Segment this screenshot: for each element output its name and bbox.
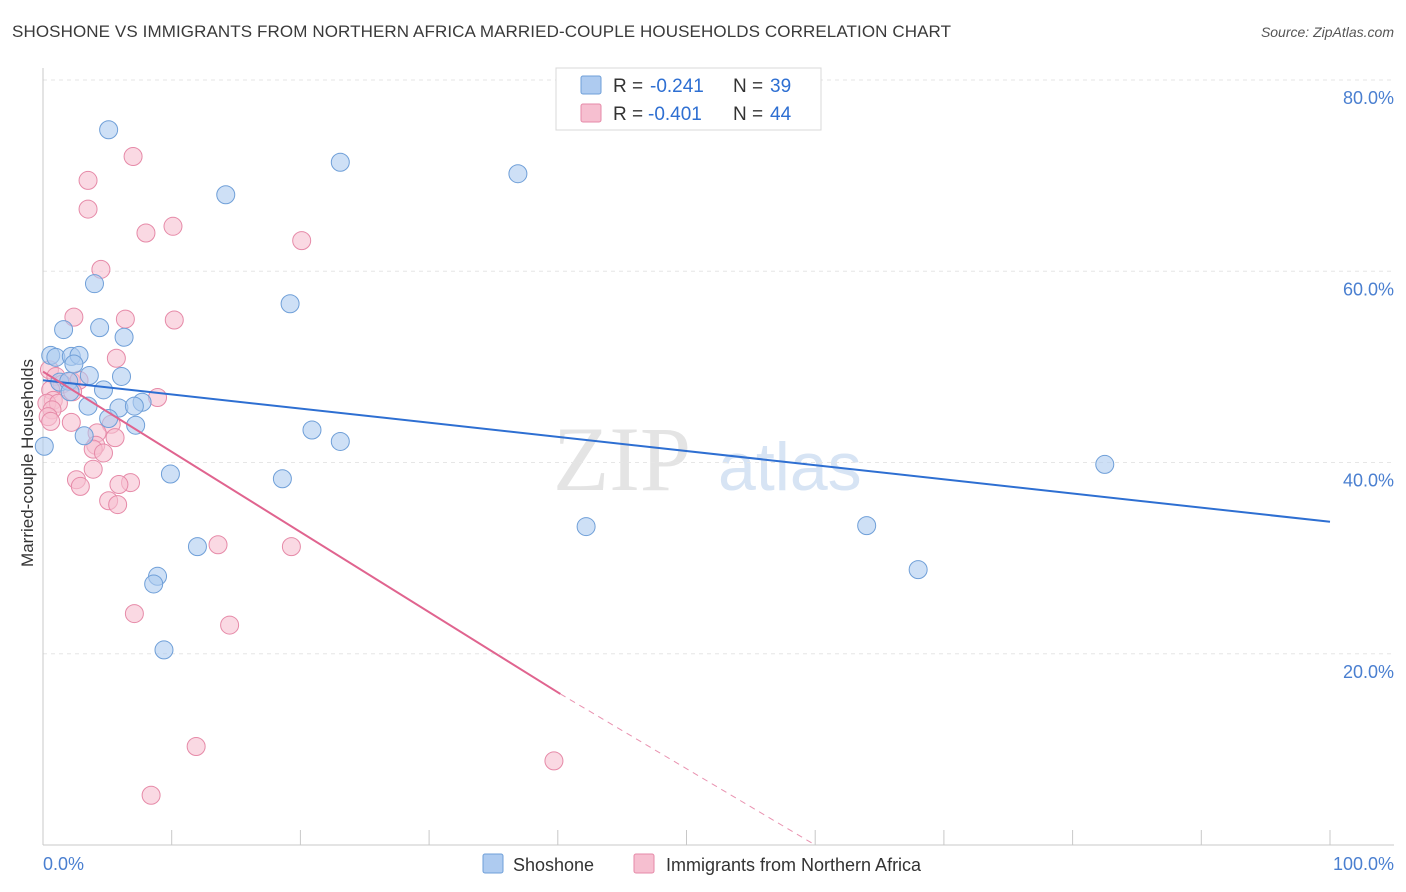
legend-swatch-shoshone — [580, 75, 602, 95]
y-tick-labels: 20.0% 40.0% 60.0% 80.0% — [1343, 88, 1394, 682]
legend-n-label-immigrants: N = — [733, 104, 763, 125]
y-tick-label: 80.0% — [1343, 88, 1394, 108]
y-tick-label: 20.0% — [1343, 662, 1394, 682]
legend-n-value-immigrants: 44 — [770, 104, 792, 125]
data-point-shoshone — [280, 294, 300, 314]
data-point-shoshone — [54, 320, 74, 340]
data-point-immigrants — [108, 495, 128, 515]
data-point-shoshone — [330, 152, 350, 172]
data-point-shoshone — [160, 464, 180, 484]
data-point-shoshone — [187, 537, 207, 557]
data-point-immigrants — [123, 147, 143, 166]
data-point-immigrants — [208, 535, 228, 555]
bottom-legend-swatch-immigrants — [633, 853, 655, 874]
data-point-shoshone — [508, 164, 528, 184]
data-point-immigrants — [83, 459, 103, 479]
data-point-shoshone — [84, 274, 104, 294]
series-shoshone-points — [34, 120, 1115, 660]
trend-line-shoshone — [42, 379, 1331, 523]
data-point-immigrants — [281, 537, 301, 557]
data-point-shoshone — [857, 516, 877, 536]
data-point-shoshone — [34, 436, 54, 456]
data-point-immigrants — [141, 785, 161, 805]
data-point-immigrants — [61, 412, 81, 432]
data-point-shoshone — [126, 415, 146, 435]
data-point-shoshone — [144, 574, 164, 594]
data-point-shoshone — [99, 120, 119, 140]
legend-r-label-immigrants: R = — [613, 104, 643, 125]
legend-swatch-immigrants — [580, 103, 602, 123]
data-point-immigrants — [164, 310, 184, 330]
data-point-immigrants — [124, 604, 144, 624]
bottom-legend-swatch-shoshone — [482, 853, 504, 874]
data-point-shoshone — [79, 365, 99, 385]
data-point-immigrants — [186, 737, 206, 757]
legend-r-label-shoshone: R = — [613, 76, 643, 97]
data-point-shoshone — [302, 420, 322, 440]
data-point-shoshone — [74, 426, 94, 446]
data-point-immigrants — [64, 307, 84, 327]
data-point-shoshone — [112, 366, 132, 386]
watermark-zip: ZIP — [553, 408, 691, 510]
data-point-immigrants — [105, 428, 125, 448]
grid — [43, 79, 1394, 655]
trend-line-immigrants — [42, 370, 561, 695]
data-point-shoshone — [272, 469, 292, 489]
bottom-legend-label-shoshone: Shoshone — [513, 855, 594, 875]
data-point-immigrants — [544, 751, 564, 771]
chart-title: SHOSHONE VS IMMIGRANTS FROM NORTHERN AFR… — [12, 22, 952, 41]
x-ticks — [42, 830, 1331, 845]
legend-r-value-shoshone: -0.241 — [650, 76, 704, 97]
data-point-shoshone — [124, 396, 144, 416]
watermark: ZIP atlas — [553, 408, 862, 510]
data-point-immigrants — [93, 443, 113, 463]
data-point-shoshone — [90, 318, 110, 338]
series-immigrants-points — [37, 147, 564, 805]
trend-line-immigrants-extension — [560, 693, 816, 846]
data-point-shoshone — [114, 327, 134, 347]
bottom-legend: Shoshone Immigrants from Northern Africa — [482, 853, 922, 875]
bottom-legend-label-immigrants: Immigrants from Northern Africa — [666, 855, 922, 875]
data-point-immigrants — [115, 309, 135, 329]
x-tick-label-min: 0.0% — [43, 854, 84, 874]
data-point-immigrants — [106, 348, 126, 368]
y-axis-title: Married-couple Households — [18, 359, 37, 567]
data-point-immigrants — [163, 216, 183, 236]
data-point-immigrants — [78, 170, 98, 190]
data-point-shoshone — [908, 560, 928, 580]
data-point-shoshone — [154, 640, 174, 660]
data-point-shoshone — [64, 354, 84, 374]
legend-n-value-shoshone: 39 — [770, 76, 791, 97]
data-point-immigrants — [70, 476, 90, 496]
data-point-shoshone — [216, 185, 236, 205]
data-point-shoshone — [330, 431, 350, 451]
y-tick-label: 40.0% — [1343, 471, 1394, 491]
data-point-shoshone — [576, 517, 596, 537]
data-point-immigrants — [78, 199, 98, 219]
y-tick-label: 60.0% — [1343, 279, 1394, 299]
source-label: Source: ZipAtlas.com — [1260, 24, 1394, 40]
data-point-immigrants — [109, 474, 129, 494]
data-point-immigrants — [292, 231, 312, 251]
legend-r-value-immigrants: -0.401 — [648, 104, 702, 125]
data-point-shoshone — [1095, 454, 1115, 474]
data-point-immigrants — [41, 411, 61, 431]
data-point-immigrants — [220, 615, 240, 635]
trend-lines — [42, 370, 1331, 846]
x-tick-label-max: 100.0% — [1333, 854, 1394, 874]
legend: R = -0.241 N = 39 R = -0.401 N = 44 — [555, 67, 822, 131]
legend-n-label-shoshone: N = — [733, 76, 763, 97]
data-point-immigrants — [136, 223, 156, 243]
data-point-shoshone — [93, 380, 113, 400]
